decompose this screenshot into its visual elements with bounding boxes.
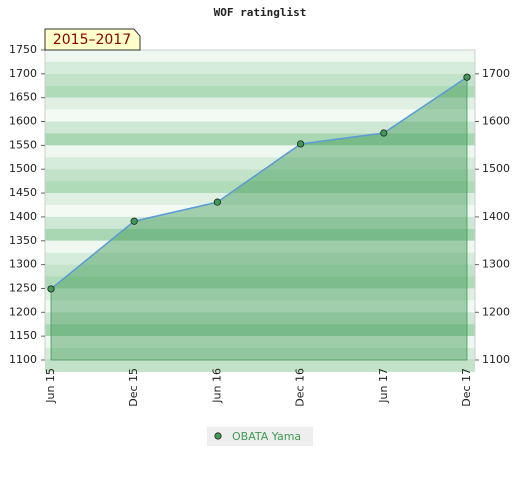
background-stripe: [45, 61, 475, 74]
marker: [130, 217, 138, 225]
y2-tick-label: 1300: [482, 258, 510, 271]
legend-label: OBATA Yama: [232, 430, 301, 443]
background-stripe: [45, 216, 475, 229]
y2-tick-label: 1500: [482, 162, 510, 175]
y2-tick-label: 1600: [482, 115, 510, 128]
marker: [463, 73, 471, 81]
x-tick-label: Jun 16: [210, 368, 223, 404]
line: [50, 76, 468, 290]
y-tick-label: 1250: [9, 281, 37, 294]
legend-marker: [214, 432, 222, 440]
y-tick-label: 1550: [9, 138, 37, 151]
background-stripe: [45, 97, 475, 110]
background-stripe: [45, 204, 475, 217]
background-stripe: [45, 240, 475, 253]
background-stripe: [45, 121, 475, 134]
background-stripe: [45, 85, 475, 98]
background-stripe: [45, 181, 475, 194]
background-stripe: [45, 109, 475, 122]
y-tick-label: 1150: [9, 329, 37, 342]
x-tick-label: Dec 16: [294, 368, 307, 407]
y-tick-label: 1200: [9, 305, 37, 318]
y-tick-label: 1450: [9, 186, 37, 199]
y-tick-label: 1600: [9, 115, 37, 128]
background-stripe: [45, 288, 475, 301]
y2-tick-label: 1200: [482, 305, 510, 318]
background-stripe: [45, 336, 475, 349]
background-stripe: [45, 312, 475, 325]
y2-tick-label: 1100: [482, 353, 510, 366]
background-stripe: [45, 73, 475, 86]
y-tick-label: 1650: [9, 91, 37, 104]
chart-title: WOF ratinglist: [214, 6, 307, 19]
legend-box: [207, 427, 313, 446]
y-tick-label: 1300: [9, 258, 37, 271]
background-stripe: [45, 157, 475, 170]
background-stripe: [45, 169, 475, 182]
y-tick-label: 1100: [9, 353, 37, 366]
y2-tick-label: 1700: [482, 67, 510, 80]
marker: [380, 129, 388, 137]
background-stripe: [45, 264, 475, 277]
y2-tick-label: 1400: [482, 210, 510, 223]
y-tick-label: 1750: [9, 43, 37, 56]
background-stripe: [45, 348, 475, 360]
x-tick-label: Dec 17: [460, 368, 473, 407]
background-stripe: [45, 193, 475, 206]
x-tick-label: Jun 17: [377, 368, 390, 404]
y-tick-label: 1400: [9, 210, 37, 223]
background-stripe: [45, 300, 475, 313]
x-tick-label: Dec 15: [127, 368, 140, 407]
y-tick-label: 1700: [9, 67, 37, 80]
marker: [47, 285, 55, 293]
background-stripe: [45, 228, 475, 241]
marker: [213, 198, 221, 206]
y-tick-label: 1350: [9, 234, 37, 247]
background-stripe: [45, 50, 475, 62]
marker: [296, 140, 305, 148]
background-stripe: [45, 252, 475, 265]
badge-box: [44, 28, 141, 51]
background-stripe: [45, 324, 475, 337]
background-stripe: [45, 133, 475, 146]
badge-label: 2015–2017: [53, 32, 131, 48]
background-stripe: [45, 145, 475, 158]
x-tick-label: Jun 15: [44, 368, 57, 404]
background-stripe: [45, 359, 475, 372]
y-tick-label: 1500: [9, 162, 37, 175]
background-stripe: [45, 276, 475, 289]
